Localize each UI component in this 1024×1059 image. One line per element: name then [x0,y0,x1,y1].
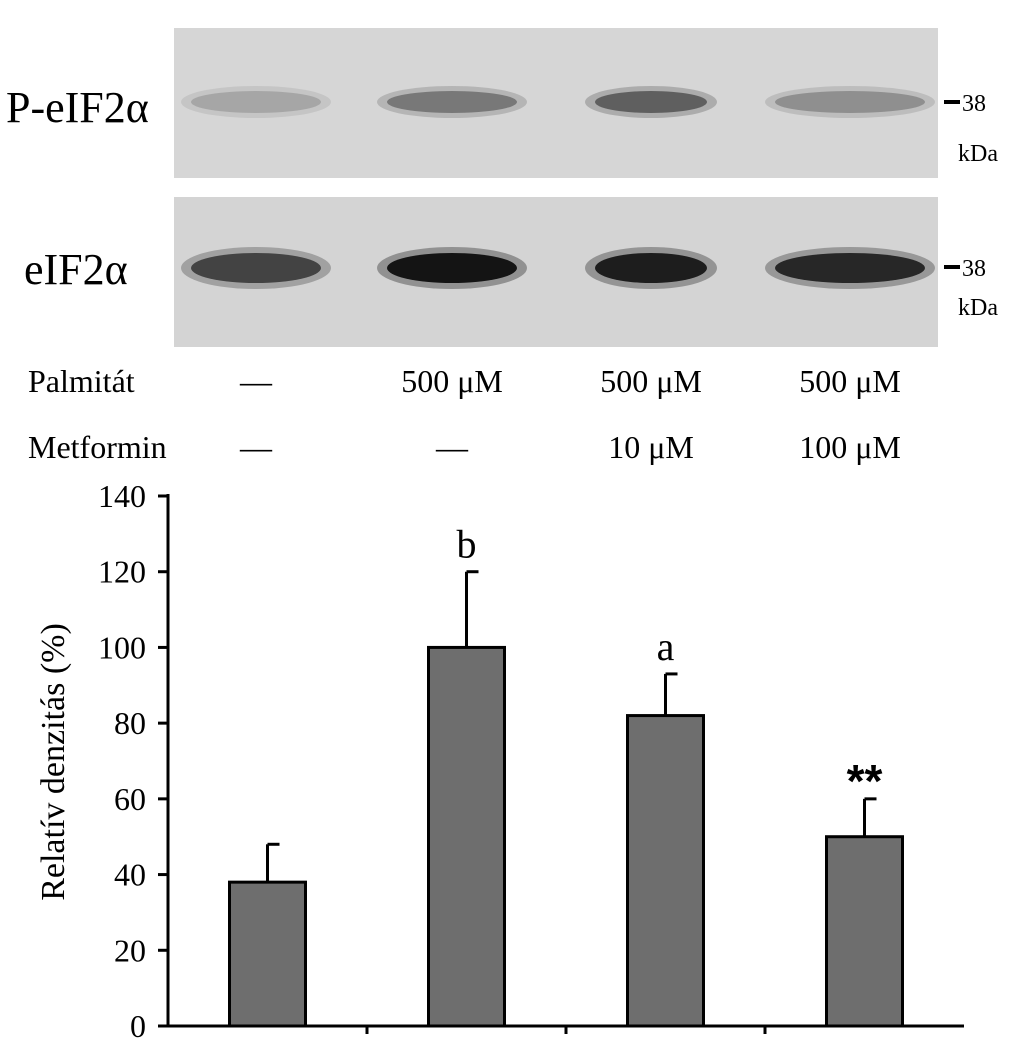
condition-value: — [239,363,273,399]
y-tick-label: 60 [114,781,146,817]
condition-value: 500 μM [401,363,503,399]
bar-chart: Relatív denzitás (%) 020406080100120140 … [35,478,964,1044]
y-tick-label: 140 [98,478,146,514]
marker-value: 38 [962,256,986,282]
condition-label-metformin: Metformin [28,429,167,465]
marker-value: 38 [962,91,986,117]
bar [427,645,506,1028]
blot-band [191,253,321,283]
blot-panel-p-eif2a: P-eIF2α 38 kDa [6,28,998,178]
blot-label: eIF2α [24,245,128,294]
bars: b a ** [228,522,904,1028]
blot-panel-eif2a: eIF2α 38 kDa [24,197,998,347]
marker-unit: kDa [958,141,998,167]
y-tick-label: 20 [114,932,146,968]
condition-value: — [239,429,273,465]
condition-value: 10 μM [608,429,694,465]
y-axis-label: Relatív denzitás (%) [35,623,72,901]
x-axis-ticks [365,1026,767,1034]
blot-band [595,253,707,283]
bar [626,714,705,1028]
blot-label: P-eIF2α [6,83,149,132]
conditions-table: Palmitát — 500 μM 500 μM 500 μM Metformi… [28,363,901,465]
y-tick-label: 0 [130,1008,146,1044]
blot-band [387,91,517,113]
bar [825,835,904,1028]
blot-band [191,91,321,113]
blot-band [775,253,925,283]
blot-band [775,91,925,113]
significance-label: b [457,522,477,567]
band-row [181,247,935,289]
y-tick-label: 100 [98,629,146,665]
y-tick-label: 120 [98,554,146,590]
bar [228,880,307,1028]
blot-band [387,253,517,283]
y-axis: 0 20 40 60 80 100 120 140 [98,478,168,1044]
condition-value: 500 μM [600,363,702,399]
y-tick-label: 40 [114,857,146,893]
marker-unit: kDa [958,295,998,321]
y-tick-label: 80 [114,705,146,741]
blot-band [595,91,707,113]
significance-label: a [657,624,675,669]
condition-value: 500 μM [799,363,901,399]
condition-label-palmitat: Palmitát [28,363,135,399]
significance-label: ** [847,755,883,807]
band-row [181,86,935,118]
condition-value: 100 μM [799,429,901,465]
condition-value: — [435,429,469,465]
